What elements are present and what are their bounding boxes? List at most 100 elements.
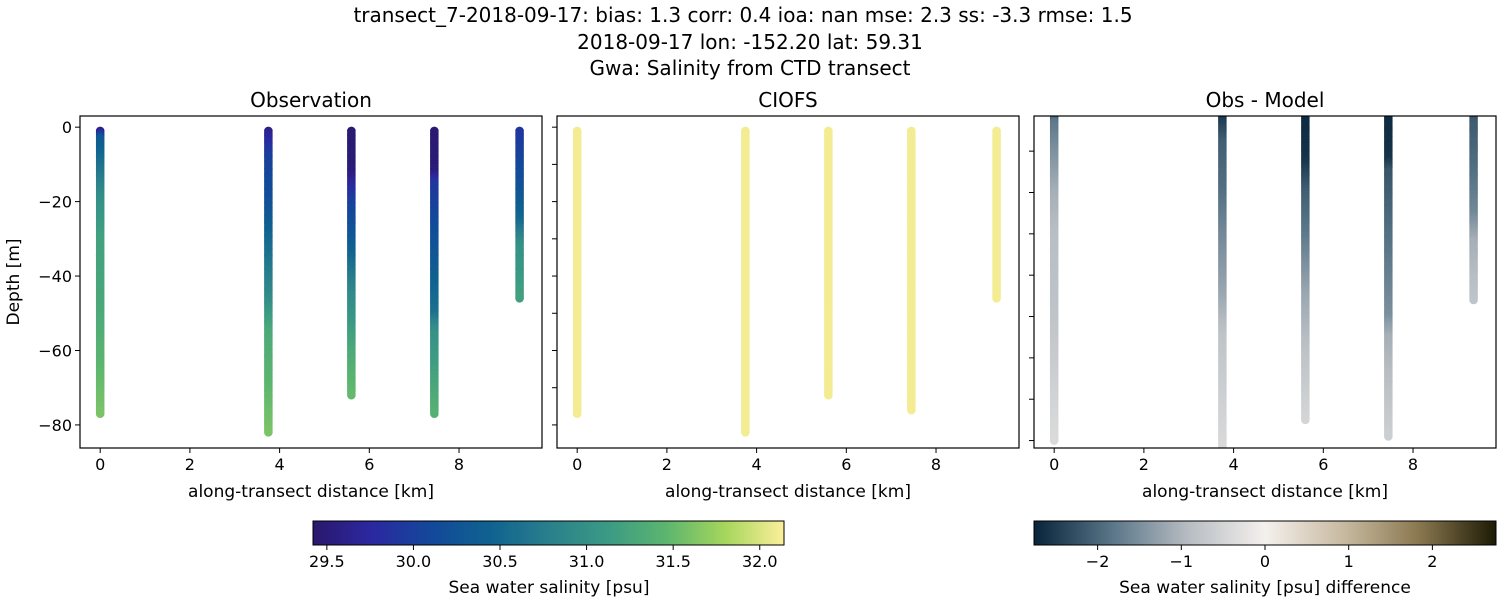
data-point [1384, 105, 1393, 114]
y-tick-label: 0 [62, 118, 72, 137]
x-tick-label: 8 [931, 455, 941, 474]
cast-5.6 [824, 126, 833, 400]
data-point [1218, 453, 1227, 462]
x-tick-label: 0 [572, 455, 582, 474]
y-tick-label: −80 [38, 416, 72, 435]
colorbar-tick-label: 30.5 [482, 552, 518, 571]
colorbar-tick-label: 29.5 [309, 552, 345, 571]
colorbar-gradient [1033, 520, 1497, 546]
colorbar-tick-label: 31.5 [655, 552, 691, 571]
xlabel-ciofs: along-transect distance [km] [665, 482, 911, 502]
cast-9.35 [1469, 105, 1478, 305]
data-point [95, 409, 105, 419]
colorbar-tick-label: −2 [1086, 552, 1110, 571]
data-point [515, 294, 524, 303]
x-tick-label: 6 [841, 455, 851, 474]
panel-ciofs: 0 2 4 6 8 [552, 115, 1020, 474]
data-point [1218, 467, 1227, 476]
panel-observation: 0 2 4 6 8 0 −20 −40 −60 −80 [38, 115, 543, 474]
colorbar-difference: −2 −1 0 1 2 [1033, 520, 1497, 571]
data-point [1472, 116, 1475, 117]
data-point [1218, 473, 1227, 482]
colorbar-tick-label: 30.0 [396, 552, 432, 571]
data-point [1387, 116, 1390, 117]
cast-9.35 [992, 126, 1001, 303]
data-point [907, 405, 916, 415]
cast-5.6 [347, 126, 356, 400]
cast-9.35 [515, 126, 524, 303]
colorbar-tick-label: 32.0 [742, 552, 778, 571]
colorbar-gradient [312, 520, 785, 546]
axes-frame [556, 115, 1020, 449]
panel-title-obs-model: Obs - Model [1206, 88, 1325, 112]
ylabel-depth: Depth [m] [4, 238, 24, 325]
cast-5.6 [1301, 116, 1310, 425]
data-point [1218, 461, 1227, 470]
data-point [1469, 105, 1478, 114]
x-tick-label: 0 [1049, 455, 1059, 474]
data-points [95, 126, 524, 437]
panel-title-ciofs: CIOFS [758, 88, 817, 112]
colorbar-tick-label: 1 [1344, 552, 1354, 571]
cast-0 [1049, 105, 1059, 445]
suptitle-line2: 2018-09-17 lon: -152.20 lat: 59.31 [577, 30, 923, 54]
data-point [1218, 451, 1227, 460]
x-tick-label: 6 [364, 455, 374, 474]
cast-7.45 [430, 126, 439, 419]
x-tick-label: 8 [1408, 455, 1418, 474]
xlabel-observation: along-transect distance [km] [188, 482, 434, 502]
cast-0 [95, 126, 105, 419]
data-point [1049, 436, 1059, 445]
x-tick-label: 8 [454, 455, 464, 474]
data-point [741, 428, 750, 437]
data-point [1218, 455, 1227, 464]
colorbar-tick-label: 2 [1427, 552, 1437, 571]
data-point [1218, 444, 1227, 448]
data-point [1218, 449, 1227, 458]
x-tick-label: 2 [1139, 455, 1149, 474]
colorbar-tick-label: 31.0 [569, 552, 605, 571]
panel-obs-model: 0 2 4 6 8 [1029, 105, 1497, 482]
cast-3.75 [264, 126, 273, 437]
data-point [572, 409, 582, 419]
data-point [1218, 463, 1227, 472]
axes-frame [79, 115, 543, 449]
data-point [1218, 471, 1227, 480]
data-point [1218, 457, 1227, 466]
data-point [992, 294, 1001, 303]
colorbar-tick-label: −1 [1170, 552, 1194, 571]
cast-3.75 [741, 126, 750, 437]
colorbar-tick-label: 0 [1260, 552, 1270, 571]
x-tick-label: 4 [1229, 455, 1239, 474]
data-point [1218, 465, 1227, 474]
x-tick-label: 2 [662, 455, 672, 474]
data-points [1049, 105, 1478, 482]
y-tick-label: −60 [38, 341, 72, 360]
colorbar-salinity: 29.5 30.0 30.5 31.0 31.5 32.0 [309, 520, 785, 571]
x-tick-label: 6 [1318, 455, 1328, 474]
data-point [1050, 105, 1059, 114]
x-tick-label: 4 [752, 455, 762, 474]
y-tick-label: −40 [38, 267, 72, 286]
data-point [1469, 295, 1478, 305]
data-point [824, 390, 833, 400]
data-point [430, 409, 439, 419]
data-point [1301, 415, 1310, 425]
y-tick-label: −20 [38, 193, 72, 212]
data-point [1218, 459, 1227, 468]
axes-frame [1033, 115, 1497, 449]
data-point [347, 390, 356, 400]
cast-7.45 [1384, 105, 1393, 441]
x-tick-label: 2 [185, 455, 195, 474]
cast-0 [572, 126, 582, 419]
data-point [1053, 116, 1056, 117]
colorbar-difference-label: Sea water salinity [psu] difference [1119, 578, 1411, 598]
suptitle-line3: Gwa: Salinity from CTD transect [590, 56, 911, 80]
x-tick-label: 4 [275, 455, 285, 474]
data-point [1384, 432, 1393, 441]
suptitle-line1: transect_7-2018-09-17: bias: 1.3 corr: 0… [353, 3, 1132, 27]
data-points [572, 126, 1001, 437]
data-point [264, 428, 273, 437]
